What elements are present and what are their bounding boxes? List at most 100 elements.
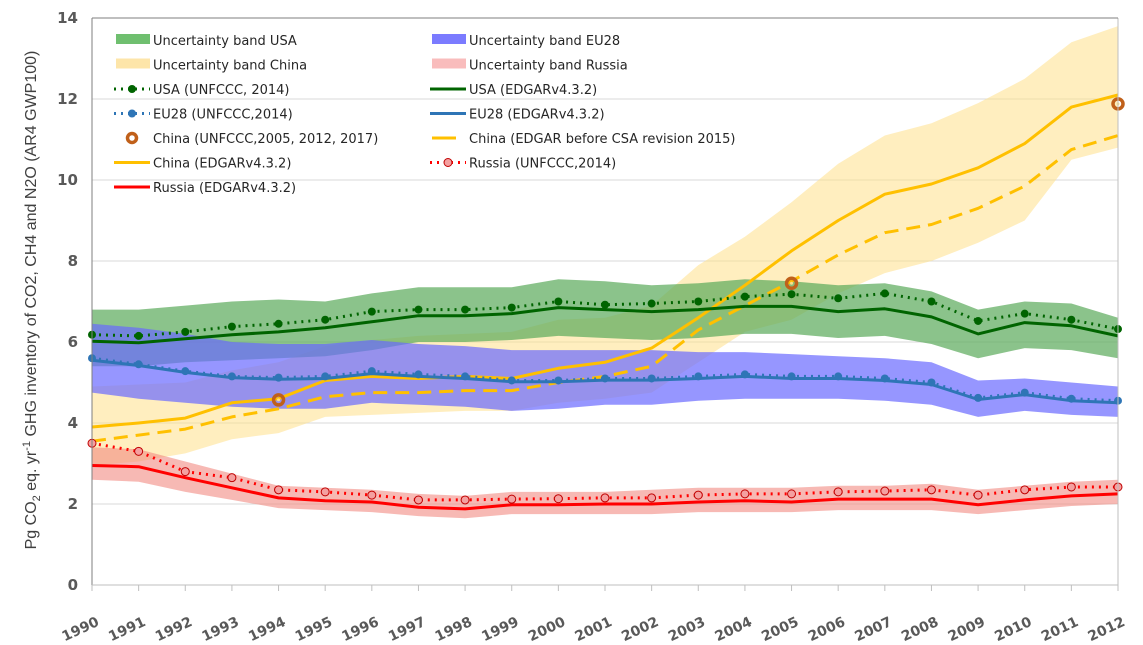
y-axis-label-suffix: GHG inventory of CO2, CH4 and N2O (AR4 G… bbox=[23, 51, 40, 441]
data-point bbox=[694, 297, 703, 306]
data-point bbox=[834, 372, 843, 381]
data-point bbox=[134, 446, 144, 456]
data-point bbox=[134, 360, 143, 369]
data-point bbox=[740, 489, 750, 499]
data-point bbox=[321, 372, 330, 381]
data-point bbox=[740, 292, 749, 301]
y-axis-label: Pg CO2 eq. yr-1 GHG inventory of CO2, CH… bbox=[21, 51, 43, 550]
legend-label: Uncertainty band EU28 bbox=[469, 34, 620, 49]
legend-label: Uncertainty band China bbox=[153, 59, 307, 74]
china-edgarv4-3-2-line bbox=[91, 93, 1119, 429]
y-tick-label: 6 bbox=[68, 333, 78, 351]
data-point bbox=[740, 370, 749, 379]
data-point bbox=[880, 486, 890, 496]
data-point bbox=[647, 493, 657, 503]
legend-label: China (UNFCCC,2005, 2012, 2017) bbox=[153, 132, 378, 147]
data-point bbox=[414, 305, 423, 314]
data-point bbox=[1066, 482, 1076, 492]
data-point bbox=[784, 276, 799, 291]
y-axis-label-middle: eq. yr bbox=[23, 450, 40, 495]
legend-item-eu28-unfccc-2014: EU28 (UNFCCC,2014) bbox=[114, 108, 293, 123]
data-point bbox=[507, 494, 517, 504]
data-point bbox=[367, 490, 377, 500]
data-point bbox=[1067, 394, 1076, 403]
legend-item-china-edgar-before-csa-revision-2015: China (EDGAR before CSA revision 2015) bbox=[432, 132, 736, 147]
y-axis-label-superscript: -1 bbox=[21, 441, 33, 451]
y-tick-label: 12 bbox=[57, 90, 78, 108]
legend-marker bbox=[128, 85, 136, 93]
legend-label: China (EDGARv4.3.2) bbox=[153, 157, 291, 172]
data-point bbox=[1020, 309, 1029, 318]
data-point bbox=[507, 376, 516, 385]
legend-item-uncertainty-band-usa: Uncertainty band USA bbox=[116, 34, 297, 49]
data-point bbox=[274, 485, 284, 495]
data-point bbox=[601, 300, 609, 309]
data-point bbox=[181, 367, 190, 376]
data-point bbox=[787, 372, 796, 381]
data-point-center bbox=[790, 281, 794, 285]
y-tick-label: 4 bbox=[68, 414, 78, 432]
data-point bbox=[414, 370, 423, 379]
data-point bbox=[927, 297, 936, 306]
data-point bbox=[227, 473, 237, 483]
y-tick-label: 14 bbox=[57, 9, 78, 27]
data-point bbox=[507, 303, 516, 312]
legend-marker bbox=[443, 158, 453, 167]
y-axis-label-subscript: 2 bbox=[31, 495, 43, 501]
russia-edgarv4-3-2-line bbox=[91, 464, 1119, 511]
data-point bbox=[926, 485, 936, 495]
data-point bbox=[553, 494, 563, 504]
legend-label: USA (UNFCCC, 2014) bbox=[153, 83, 289, 98]
series-russia-edgarv4-3-2 bbox=[91, 464, 1119, 511]
legend-item-china-edgarv4-3-2: China (EDGARv4.3.2) bbox=[114, 157, 291, 172]
legend-swatch bbox=[116, 58, 150, 69]
data-point bbox=[274, 373, 283, 382]
series-russia-unfccc-2014 bbox=[87, 438, 1123, 505]
data-point bbox=[647, 299, 656, 308]
data-point bbox=[834, 294, 843, 303]
legend-item-uncertainty-band-eu28: Uncertainty band EU28 bbox=[432, 34, 620, 49]
legend-item-usa-edgarv4-3-2: USA (EDGARv4.3.2) bbox=[430, 83, 597, 98]
data-point bbox=[1020, 485, 1030, 495]
data-point bbox=[134, 331, 143, 340]
data-point bbox=[600, 493, 610, 503]
legend-label: Russia (UNFCCC,2014) bbox=[469, 157, 616, 172]
data-point bbox=[554, 297, 563, 306]
legend-swatch bbox=[116, 34, 150, 44]
series-lines bbox=[87, 93, 1125, 511]
data-point bbox=[647, 374, 656, 383]
series-eu28-unfccc-2014 bbox=[88, 354, 1122, 405]
data-point bbox=[367, 367, 376, 376]
data-point bbox=[787, 290, 796, 299]
data-point bbox=[694, 372, 703, 381]
legend-label: Russia (EDGARv4.3.2) bbox=[153, 181, 296, 196]
data-point bbox=[880, 289, 889, 298]
data-point bbox=[974, 393, 983, 402]
data-point bbox=[461, 305, 470, 314]
data-point bbox=[274, 319, 283, 328]
series-usa-edgarv4-3-2 bbox=[91, 304, 1119, 345]
legend-item-uncertainty-band-russia: Uncertainty band Russia bbox=[432, 58, 628, 74]
legend-label: Uncertainty band USA bbox=[153, 34, 297, 49]
data-point bbox=[693, 490, 703, 500]
legend-item-russia-edgarv4-3-2: Russia (EDGARv4.3.2) bbox=[114, 181, 296, 196]
legend-item-china-unfccc-2005-2012-2017: China (UNFCCC,2005, 2012, 2017) bbox=[125, 131, 378, 147]
data-point bbox=[461, 372, 470, 381]
legend-swatch bbox=[432, 58, 466, 69]
data-point bbox=[787, 489, 797, 499]
data-point bbox=[460, 495, 470, 505]
data-point bbox=[181, 327, 190, 336]
legend-label: EU28 (EDGARv4.3.2) bbox=[469, 108, 605, 123]
data-point bbox=[1067, 315, 1076, 324]
legend-marker bbox=[125, 131, 139, 145]
legend-label: China (EDGAR before CSA revision 2015) bbox=[469, 132, 736, 147]
russia-unfccc-2014-line bbox=[91, 441, 1118, 502]
data-point bbox=[973, 490, 983, 500]
data-point bbox=[227, 322, 236, 331]
y-tick-label: 10 bbox=[57, 171, 78, 189]
y-tick-label: 0 bbox=[68, 576, 78, 594]
legend-marker bbox=[128, 109, 136, 118]
data-point bbox=[367, 307, 376, 316]
legend: Uncertainty band USA Uncertainty band EU2… bbox=[114, 34, 736, 196]
